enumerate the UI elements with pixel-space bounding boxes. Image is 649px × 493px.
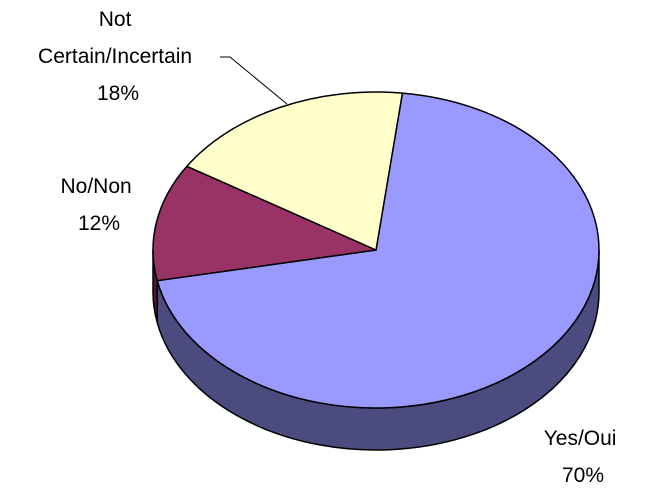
label-not-certain-line1: Not xyxy=(99,8,132,31)
label-not-certain-value: 18% xyxy=(97,82,139,105)
pie-slice-yes-oui xyxy=(156,92,600,409)
pie-slice-no-non xyxy=(152,165,377,282)
label-not-certain: Not Certain/Incertain 18% xyxy=(38,8,198,105)
label-yes-name: Yes/Oui xyxy=(544,427,617,450)
label-not-certain-line2: Certain/Incertain xyxy=(38,45,192,68)
pie-slice-not-certain-incertain xyxy=(186,91,404,251)
label-yes: Yes/Oui 70% xyxy=(544,427,623,487)
pie-slices-group xyxy=(152,91,600,409)
label-yes-value: 70% xyxy=(562,464,604,487)
label-no-value: 12% xyxy=(78,212,120,235)
label-no: No/Non 12% xyxy=(60,175,137,235)
label-no-name: No/Non xyxy=(60,175,131,198)
leader-line-not-certain xyxy=(220,56,288,105)
